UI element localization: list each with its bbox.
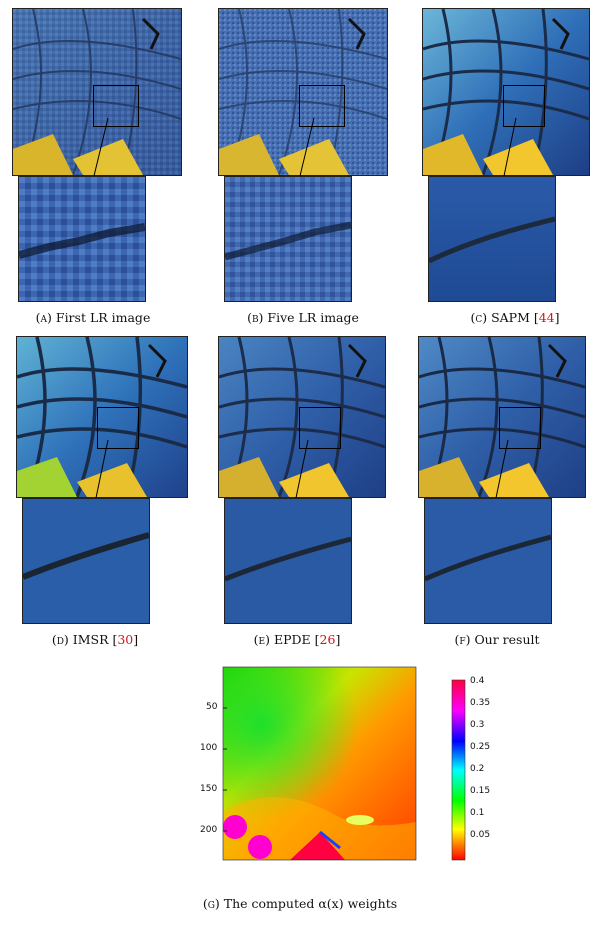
caption-b: (b) Five LR image: [247, 310, 359, 325]
building-photo: [423, 9, 589, 175]
y-tick-label: 100: [200, 743, 218, 753]
caption-e: (e) EPDE [26]: [253, 632, 341, 647]
heatmap-blob: [346, 815, 374, 825]
colorbar-tick: 0.4: [470, 676, 485, 686]
colorbar-tick: 0.35: [470, 698, 491, 708]
callout-line: [503, 118, 517, 177]
zoom-crop: [225, 177, 351, 301]
epde-image-main: [218, 336, 386, 498]
colorbar-tick: 0.25: [470, 742, 491, 752]
sapm-image-main: [422, 8, 590, 176]
lr-image-main: [12, 8, 182, 176]
our-result-image-zoom: [424, 498, 552, 624]
caption-f: (f) Our result: [454, 632, 540, 647]
zoom-region-box: [299, 85, 345, 127]
colorbar-tick: 0.1: [470, 808, 485, 818]
zoom-crop: [19, 177, 145, 301]
building-photo: [13, 9, 181, 175]
y-axis: [223, 707, 227, 832]
five-lr-image-zoom: [224, 176, 352, 302]
callout-line: [295, 440, 309, 499]
caption-c: (c) SAPM [44]: [470, 310, 560, 325]
zoom-crop: [429, 177, 555, 301]
zoom-region-box: [97, 407, 139, 449]
our-result-image-main: [418, 336, 586, 498]
y-tick-label: 200: [200, 825, 218, 835]
building-photo: [419, 337, 585, 497]
callout-line: [299, 118, 315, 177]
heatmap-svg: [222, 666, 466, 861]
caption-a: (a) First LR image: [35, 310, 151, 325]
y-tick-label: 50: [206, 702, 218, 712]
caption-g: (g) The computed α(x) weights: [202, 896, 398, 911]
zoom-region-box: [499, 407, 541, 449]
imsr-image-zoom: [22, 498, 150, 624]
five-lr-image-main: [218, 8, 388, 176]
caption-d: (d) IMSR [30]: [51, 632, 139, 647]
epde-image-zoom: [224, 498, 352, 624]
colorbar: [451, 679, 466, 861]
heatmap-blob: [248, 835, 272, 859]
y-tick-label: 150: [200, 784, 218, 794]
callout-line: [93, 118, 109, 177]
alpha-weight-heatmap: 50 100 150 200 0.4 0.35 0.3 0.25 0.2 0.1…: [190, 662, 490, 872]
lr-image-zoom: [18, 176, 146, 302]
heatmap-blob: [223, 815, 247, 839]
zoom-crop: [225, 499, 351, 623]
zoom-region-box: [503, 85, 545, 127]
zoom-region-box: [299, 407, 341, 449]
zoom-crop: [23, 499, 149, 623]
callout-line: [495, 440, 509, 499]
zoom-crop: [425, 499, 551, 623]
colorbar-tick: 0.3: [470, 720, 485, 730]
colorbar-tick: 0.15: [470, 786, 491, 796]
colorbar-tick: 0.05: [470, 830, 491, 840]
sapm-image-zoom: [428, 176, 556, 302]
building-photo: [219, 9, 387, 175]
heatmap-blob: [290, 832, 345, 860]
colorbar-tick: 0.2: [470, 764, 485, 774]
callout-line: [95, 440, 109, 499]
zoom-region-box: [93, 85, 139, 127]
